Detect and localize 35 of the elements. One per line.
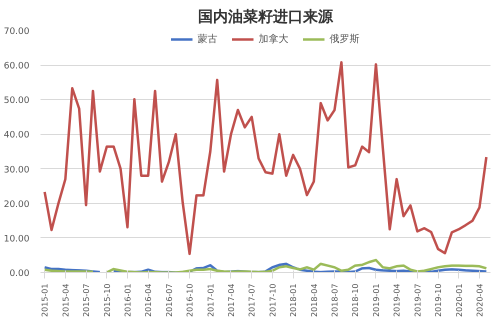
x-tick-label: 2015-01 [40, 283, 50, 317]
x-tick-label: 2019-07 [413, 283, 422, 317]
y-tick-label: 60.00 [4, 62, 30, 72]
x-tick-label: 2016-04 [144, 283, 154, 317]
y-tick-label: 30.00 [4, 165, 30, 176]
y-tick-label: 20.00 [4, 200, 30, 210]
x-tick-label: 2016-10 [186, 283, 195, 317]
x-tick-label: 2015-04 [61, 283, 70, 317]
y-tick-label: 0.00 [9, 269, 30, 279]
x-tick-label: 2020-04 [475, 283, 484, 317]
x-tick-label: 2020-01 [454, 283, 464, 317]
x-tick-label: 2016-07 [164, 283, 174, 317]
x-tick-label: 2018-10 [351, 283, 360, 317]
legend-label: 加拿大 [258, 32, 288, 46]
x-tick-label: 2017-04 [226, 283, 236, 317]
y-tick-label: 40.00 [4, 130, 30, 141]
y-tick-label: 50.00 [4, 96, 30, 106]
chart-title: 国内油菜籽进口来源 [198, 8, 334, 26]
line-series [43, 61, 488, 256]
x-tick-label: 2019-10 [434, 283, 444, 317]
x-tick-label: 2016-01 [123, 283, 132, 317]
x-tick-label: 2018-04 [310, 283, 319, 317]
x-tick-label: 2019-01 [372, 283, 381, 317]
x-tick-label: 2018-07 [330, 283, 340, 317]
y-tick-label: 70.00 [4, 27, 30, 37]
legend-label: 俄罗斯 [330, 32, 360, 46]
x-tick-label: 2019-04 [392, 283, 402, 317]
legend-label: 蒙古 [198, 32, 218, 46]
x-tick-label: 2017-01 [206, 283, 216, 317]
x-tick-label: 2015-10 [102, 283, 112, 317]
x-tick-label: 2018-01 [289, 283, 298, 317]
x-tick-label: 2017-07 [248, 283, 257, 317]
y-tick-label: 10.00 [4, 234, 30, 244]
x-tick-label: 2015-07 [82, 283, 92, 317]
x-tick-label: 2017-10 [268, 283, 278, 317]
